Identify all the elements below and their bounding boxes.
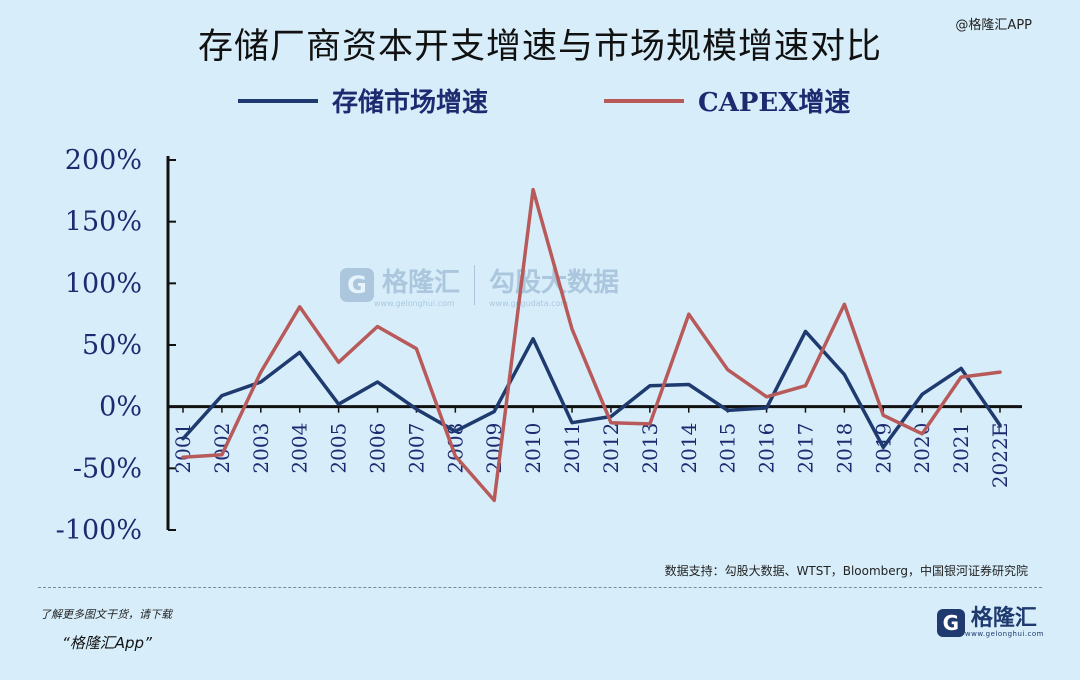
x-tick-label: 2003 xyxy=(249,423,273,474)
x-tick-label: 2018 xyxy=(832,423,856,474)
logo-icon: G xyxy=(936,609,965,637)
y-tick-label: -100% xyxy=(56,515,142,546)
y-tick-label: 50% xyxy=(82,330,142,361)
watermark-brand: 格隆汇 xyxy=(382,268,461,298)
y-tick-label: 200% xyxy=(65,145,142,176)
x-tick-label: 2007 xyxy=(404,423,428,474)
y-tick-label: 100% xyxy=(65,268,142,299)
legend-item-market: 存储市场增速 xyxy=(238,82,488,119)
legend: 存储市场增速 CAPEX增速 xyxy=(0,82,1080,118)
x-tick-label: 2017 xyxy=(793,423,817,474)
legend-label-market: 存储市场增速 xyxy=(332,88,489,118)
x-tick-label: 2015 xyxy=(716,423,740,474)
watermark-top: @格隆汇APP xyxy=(955,18,1032,33)
watermark-partner: 勾股大数据 xyxy=(489,268,620,298)
chart-title: 存储厂商资本开支增速与市场规模增速对比 xyxy=(197,27,882,67)
logo-text: 格隆汇 xyxy=(970,606,1037,631)
legend-label-capex: CAPEX增速 xyxy=(698,88,851,118)
footer-divider xyxy=(38,587,1042,588)
watermark-partner-sub: www.gogudata.com xyxy=(489,299,569,308)
y-tick-label: 0% xyxy=(99,392,142,423)
x-tick-label: 2004 xyxy=(288,423,312,474)
logo-sub: www.gelonghui.com xyxy=(964,630,1044,638)
x-tick-label: 2022E xyxy=(988,423,1012,489)
brand-logo: G 格隆汇 www.gelonghui.com xyxy=(936,606,1044,638)
x-tick-label: 2006 xyxy=(366,423,390,474)
legend-swatch-capex xyxy=(604,98,684,103)
footer-app-name: “格隆汇App” xyxy=(62,634,152,652)
x-tick-label: 2014 xyxy=(677,423,701,474)
watermark-separator xyxy=(474,265,476,305)
x-tick-label: 2013 xyxy=(638,423,662,474)
watermark-brand-sub: www.gelonghui.com xyxy=(374,299,455,308)
x-tick-label: 2021 xyxy=(949,423,973,474)
x-tick-label: 2012 xyxy=(599,423,623,474)
x-tick-label: 2016 xyxy=(755,423,779,474)
y-tick-label: 150% xyxy=(65,207,142,238)
series-line-market xyxy=(181,329,1002,450)
x-tick-label: 2002 xyxy=(210,423,234,474)
footer-note: 了解更多图文干货，请下载 xyxy=(40,608,172,621)
legend-item-capex: CAPEX增速 xyxy=(604,82,850,119)
chart-svg: 200%150%100%50%0%-50%-100%2001 2002 2003 20… xyxy=(56,145,1022,546)
y-tick-label: -50% xyxy=(73,453,142,484)
source-note: 数据支持：勾股大数据、WTST，Bloomberg，中国银河证券研究院 xyxy=(664,564,1028,578)
center-watermark: G 格隆汇 www.gelonghui.com 勾股大数据 www.goguda… xyxy=(340,262,619,308)
x-tick-label: 2005 xyxy=(327,423,351,474)
legend-swatch-market xyxy=(238,98,318,103)
watermark-logo-icon: G xyxy=(340,268,374,302)
x-tick-label: 2011 xyxy=(560,423,584,474)
x-tick-label: 2010 xyxy=(521,423,545,474)
series-line-capex xyxy=(181,187,1002,503)
